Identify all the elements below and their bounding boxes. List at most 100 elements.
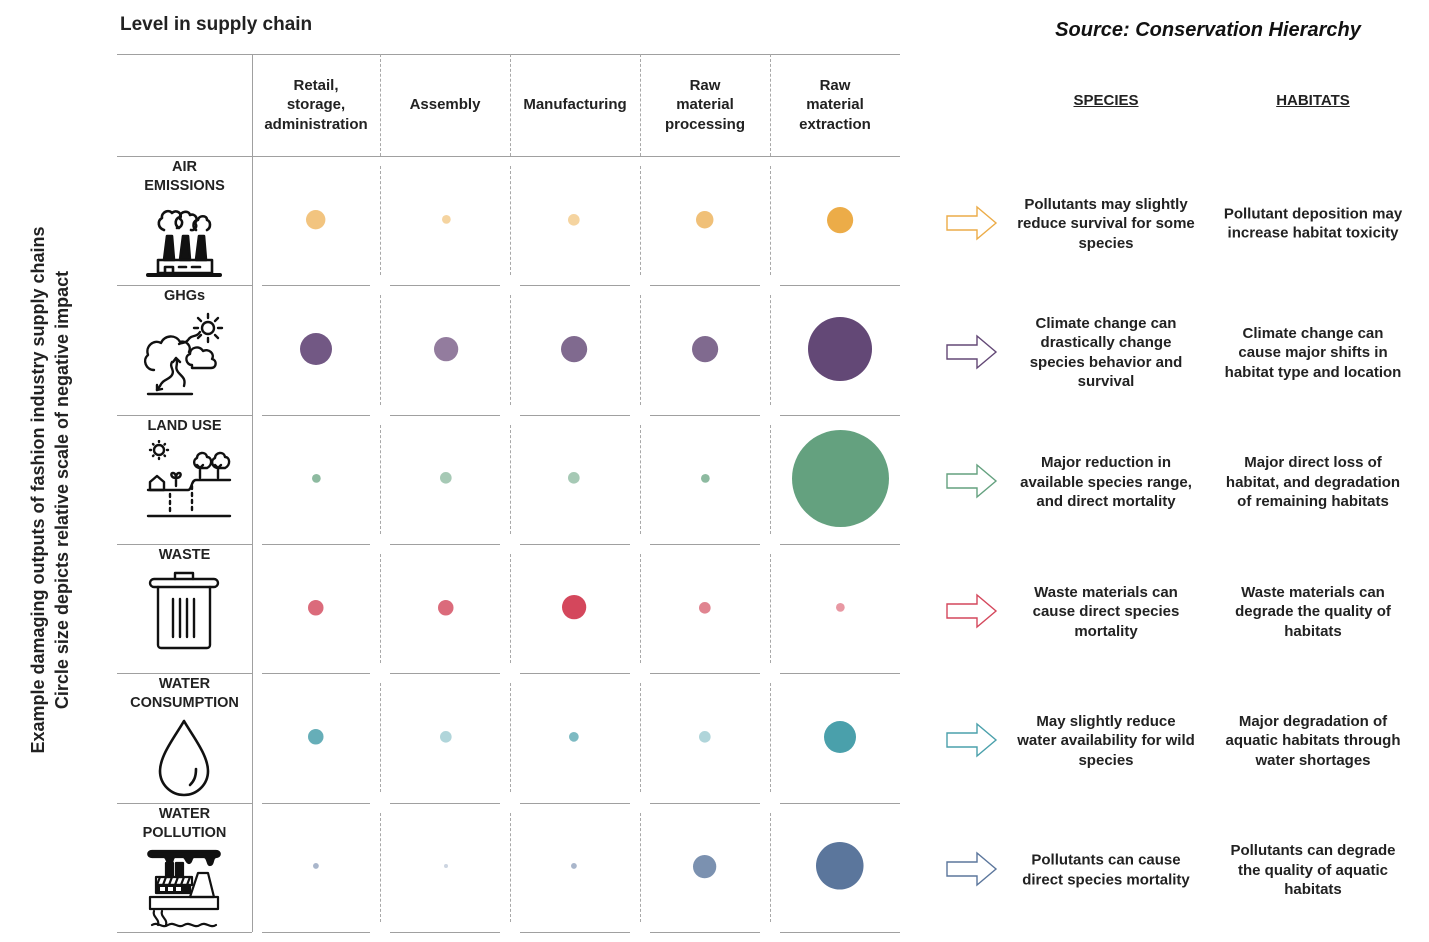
column-divider <box>640 812 641 922</box>
bubble-land-use-4 <box>791 429 889 527</box>
column-header: Manufacturing <box>510 54 640 156</box>
bubble-mark-wrapper <box>440 472 452 485</box>
bubble-air-emissions-3 <box>696 210 714 229</box>
bubble-mark-wrapper <box>308 729 324 745</box>
cell-divider <box>780 931 900 933</box>
column-header: Retail, storage, administration <box>252 54 380 156</box>
bubble-mark-wrapper <box>571 863 577 870</box>
cell-divider <box>390 802 500 804</box>
row-label-line: WATER <box>158 805 211 822</box>
bubble-mark-wrapper <box>693 854 717 878</box>
column-divider <box>380 424 381 534</box>
cell-divider <box>780 285 900 287</box>
row-label-line: WATER <box>158 676 211 693</box>
cell-divider <box>390 285 500 287</box>
cell-divider <box>520 931 630 933</box>
row-divider <box>117 285 252 287</box>
bubble-waste-2 <box>561 595 587 620</box>
arrow-shape <box>946 722 998 758</box>
column-header-text: Raw material processing <box>665 76 745 135</box>
species-header: SPECIES <box>1073 92 1139 109</box>
column-divider <box>510 424 511 534</box>
header-column-divider <box>770 54 771 156</box>
row-label: WASTE <box>117 546 252 565</box>
cell-divider <box>262 931 370 933</box>
row-label-line: GHGs <box>163 288 206 305</box>
bubble-mark-wrapper <box>561 595 587 620</box>
cell-divider <box>390 543 500 545</box>
bubble-mark-wrapper <box>299 332 332 365</box>
column-divider <box>770 424 771 534</box>
cell-divider <box>262 543 370 545</box>
water-drop-icon <box>134 717 234 799</box>
bubble-water-consumption-1 <box>440 731 452 743</box>
row-label-line: WASTE <box>158 546 211 563</box>
column-header-line: material <box>676 96 734 114</box>
arrow-right-icon <box>946 593 998 629</box>
table-top-border <box>117 54 900 55</box>
row-label: WATER CONSUMPTION <box>117 675 252 713</box>
row-divider <box>117 543 252 545</box>
column-divider <box>510 295 511 405</box>
habitat-impact-text: Pollutant deposition may increase habita… <box>1223 205 1403 242</box>
column-divider <box>640 424 641 534</box>
species-impact-text: Climate change can drastically change sp… <box>1029 314 1183 391</box>
row-label: GHGs <box>117 287 252 306</box>
bubble-ghgs-0 <box>299 332 332 365</box>
bubble-mark-wrapper <box>560 335 588 363</box>
column-header-line: material <box>806 96 864 114</box>
trash-can-icon <box>134 569 234 651</box>
column-divider <box>770 295 771 405</box>
bubble-water-pollution-3 <box>693 854 717 878</box>
header-bottom-border <box>117 156 900 157</box>
species-impact-text: Pollutants can cause direct species mort… <box>1022 851 1190 889</box>
row-label-line: CONSUMPTION <box>130 695 239 712</box>
arrow-shape <box>946 593 998 629</box>
vertical-label-line-1: Example damaging outputs of fashion indu… <box>28 226 48 754</box>
land-use-icon <box>134 439 234 520</box>
column-divider <box>770 683 771 793</box>
column-divider <box>380 812 381 922</box>
cell-divider <box>262 802 370 804</box>
row-label-line: LAND USE <box>147 417 222 434</box>
arrow-right-icon <box>946 334 998 370</box>
row-divider <box>117 673 252 675</box>
habitat-impact-text: Major degradation of aquatic habitats th… <box>1225 712 1401 769</box>
column-divider <box>770 553 771 664</box>
column-divider <box>640 553 641 664</box>
row-label-line: AIR <box>172 159 197 175</box>
column-divider <box>640 295 641 405</box>
column-header-line: Raw <box>819 76 851 94</box>
bubble-mark-wrapper <box>440 731 452 743</box>
column-divider <box>770 812 771 922</box>
header-column-divider <box>380 54 381 156</box>
column-header: Assembly <box>380 54 510 156</box>
cell-divider <box>650 802 760 804</box>
column-header-line: Retail, <box>293 76 339 94</box>
row-divider <box>117 931 252 933</box>
cell-divider <box>780 673 900 675</box>
bubble-water-consumption-0 <box>308 729 324 745</box>
bubble-mark-wrapper <box>438 599 454 616</box>
row-label-line: EMISSIONS <box>144 178 225 194</box>
arrow-right-icon <box>946 463 998 499</box>
bubble-mark-wrapper <box>306 209 326 230</box>
habitats-header: HABITATS <box>1276 92 1350 109</box>
column-header: Raw material extraction <box>770 54 900 156</box>
bubble-water-pollution-1 <box>444 864 448 869</box>
bubble-air-emissions-1 <box>441 215 451 225</box>
column-divider <box>380 683 381 793</box>
cell-divider <box>520 414 630 416</box>
habitat-impact-text: Climate change can cause major shifts in… <box>1224 324 1402 381</box>
bubble-water-consumption-3 <box>699 731 711 743</box>
column-divider <box>380 295 381 405</box>
bubble-mark-wrapper <box>568 472 580 485</box>
column-header-line: Manufacturing <box>523 96 627 114</box>
cell-divider <box>262 673 370 675</box>
bubble-mark-wrapper <box>441 215 451 225</box>
cell-divider <box>390 414 500 416</box>
bubble-water-pollution-0 <box>313 863 319 870</box>
arrow-shape <box>946 851 998 887</box>
bubble-mark-wrapper <box>569 732 579 742</box>
bubble-mark-wrapper <box>691 335 719 363</box>
